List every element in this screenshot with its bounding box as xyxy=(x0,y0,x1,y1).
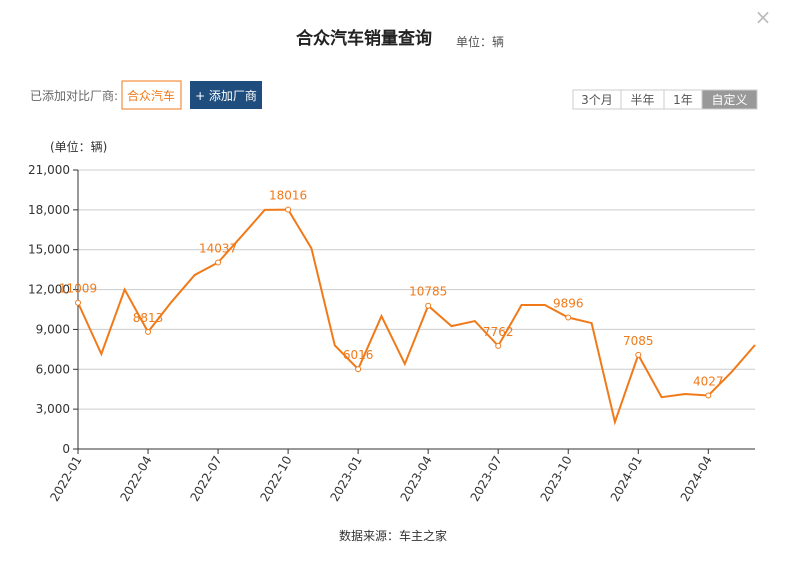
data-label: 4027 xyxy=(693,374,724,388)
point xyxy=(145,328,152,335)
x-tick-label: 2022-01 xyxy=(47,454,84,504)
point xyxy=(705,392,712,399)
y-tick-label: 6,000 xyxy=(36,362,70,376)
x-tick-label: 2023-07 xyxy=(468,454,505,504)
x-tick-label: 2024-01 xyxy=(608,454,645,504)
data-label: 8813 xyxy=(133,311,164,325)
data-label: 18016 xyxy=(269,189,307,203)
unit: 单位：辆 xyxy=(456,34,504,49)
data-label: 11009 xyxy=(59,282,97,296)
x-tick-label: 2022-07 xyxy=(187,454,224,504)
data-label: 9896 xyxy=(553,297,584,311)
point xyxy=(565,314,572,321)
selected-maker-text: 合众汽车 xyxy=(127,88,175,103)
data-label: 7085 xyxy=(623,334,654,348)
y-tick-label: 12,000 xyxy=(28,283,70,297)
add-button-text: + 添加厂商 xyxy=(195,88,257,103)
range-button-text: 3个月 xyxy=(581,93,613,107)
data-label: 14037 xyxy=(199,242,237,256)
y-tick-label: 0 xyxy=(62,442,70,456)
point xyxy=(75,299,81,306)
series-line xyxy=(77,208,756,426)
compare-label: 已添加对比厂商: xyxy=(30,88,118,103)
range-button-text: 1年 xyxy=(673,93,693,107)
y-tick-label: 3,000 xyxy=(36,402,70,416)
add-button[interactable] xyxy=(190,81,262,109)
range-button-text: 自定义 xyxy=(711,92,747,107)
point xyxy=(285,206,292,213)
point xyxy=(635,351,642,358)
y-tick-label: 15,000 xyxy=(28,243,70,257)
x-tick-label: 2023-10 xyxy=(538,454,575,504)
x-tick-label: 2023-01 xyxy=(328,454,365,504)
data-label: 10785 xyxy=(409,285,447,299)
selected-maker[interactable] xyxy=(121,80,182,110)
y-tick-label: 21,000 xyxy=(28,163,70,177)
data-label: 6016 xyxy=(343,348,374,362)
range-button[interactable] xyxy=(701,89,758,110)
y-tick-label: 9,000 xyxy=(36,322,70,336)
close-button[interactable]: × xyxy=(755,5,772,29)
range-button-text: 半年 xyxy=(630,93,654,107)
point xyxy=(425,302,432,309)
y-axis-label: (单位：辆) xyxy=(50,139,107,154)
title: 合众汽车销量查询 xyxy=(296,28,432,49)
x-tick-label: 2022-04 xyxy=(117,454,154,504)
point xyxy=(495,342,502,349)
point xyxy=(215,259,222,266)
y-tick-label: 18,000 xyxy=(28,203,70,217)
point xyxy=(355,366,362,373)
x-tick-label: 2022-10 xyxy=(258,454,295,504)
data-label: 7762 xyxy=(483,325,514,339)
source: 数据来源：车主之家 xyxy=(339,528,447,543)
x-tick-label: 2024-04 xyxy=(678,454,715,504)
x-tick-label: 2023-04 xyxy=(398,454,435,504)
